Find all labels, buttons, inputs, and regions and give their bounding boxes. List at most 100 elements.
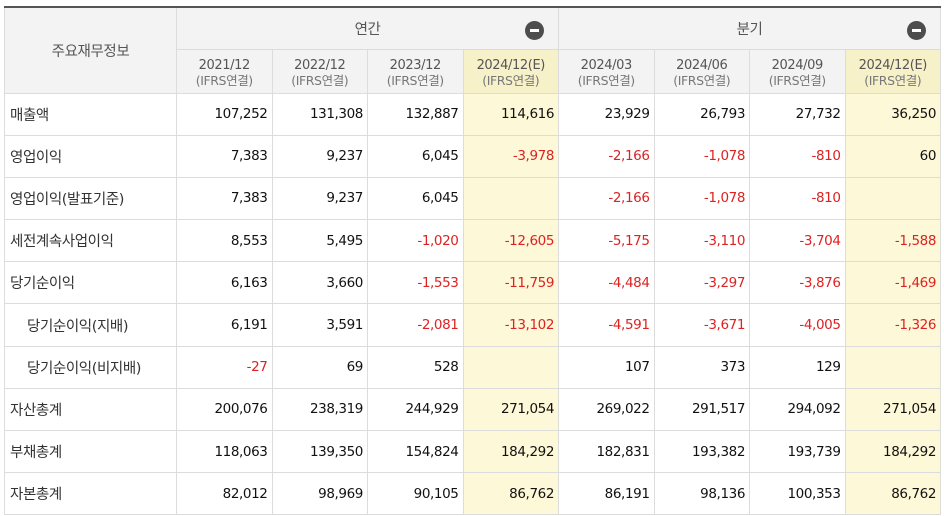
period-type: (IFRS연결) — [673, 72, 731, 88]
row-label: 영업이익(발표기준) — [4, 176, 177, 221]
table-cell: -1,078 — [653, 134, 751, 178]
table-cell: 82,012 — [176, 472, 273, 516]
row-label: 당기순이익(비지배) — [4, 345, 177, 389]
table-cell: 86,762 — [462, 472, 560, 516]
table-cell: 6,191 — [176, 303, 273, 347]
annual-group-header: 연간 — [175, 6, 560, 50]
table-row: 당기순이익 6,163 3,660 -1,553 -11,759 -4,484 -3,297… — [4, 261, 942, 305]
table-cell: 60 — [844, 134, 942, 178]
table-cell: 6,163 — [176, 261, 273, 305]
table-cell: 238,319 — [271, 387, 368, 432]
period-date: 2024/12(E) — [858, 57, 928, 73]
table-cell: 86,191 — [558, 472, 655, 516]
table-cell: -3,978 — [462, 134, 560, 178]
table-cell: 131,308 — [271, 92, 368, 136]
table-cell: 3,591 — [271, 303, 368, 347]
table-cell — [462, 345, 560, 389]
table-cell: 132,887 — [367, 92, 464, 136]
table-cell: 200,076 — [176, 387, 273, 432]
table-row: 영업이익 7,383 9,237 6,045 -3,978 -2,166 -1,078 -81… — [4, 134, 942, 178]
row-label: 세전계속사업이익 — [4, 219, 177, 263]
period-header: 2024/03 (IFRS연결) — [558, 48, 655, 94]
table-cell: -3,110 — [653, 219, 751, 263]
table-cell: -4,591 — [558, 303, 655, 347]
table-cell: 7,383 — [176, 134, 273, 178]
table-cell: 182,831 — [558, 429, 655, 474]
row-label: 자산총계 — [4, 387, 177, 432]
period-header: 2024/06 (IFRS연결) — [653, 48, 751, 94]
table-cell — [462, 176, 560, 221]
table-cell: -1,469 — [844, 261, 942, 305]
table-cell: 139,350 — [271, 429, 368, 474]
period-type: (IFRS연결) — [386, 72, 444, 88]
annual-title: 연간 — [354, 21, 381, 38]
table-cell: -27 — [176, 345, 273, 389]
annual-collapse-toggle[interactable] — [525, 21, 545, 40]
period-header: 2021/12 (IFRS연결) — [176, 48, 273, 94]
table-row: 당기순이익(비지배) -27 69 528 107 373 129 — [4, 345, 942, 389]
period-type: (IFRS연결) — [577, 72, 635, 88]
row-label: 당기순이익 — [4, 261, 177, 305]
table-cell: -2,166 — [558, 134, 655, 178]
table-cell: 23,929 — [558, 92, 655, 136]
period-type: (IFRS연결) — [291, 72, 349, 88]
table-cell: -1,326 — [844, 303, 942, 347]
row-label: 부채총계 — [4, 429, 177, 474]
table-cell: -810 — [749, 134, 846, 178]
quarter-collapse-toggle[interactable] — [907, 21, 927, 40]
table-cell: 6,045 — [367, 176, 464, 221]
table-cell: 129 — [749, 345, 846, 389]
table-cell: 184,292 — [462, 429, 560, 474]
table-row: 자산총계 200,076 238,319 244,929 271,054 269,022 2… — [4, 387, 942, 432]
table-cell: 193,739 — [749, 429, 846, 474]
table-cell: 114,616 — [462, 92, 560, 136]
table-cell: -1,078 — [653, 176, 751, 221]
table-cell: 98,136 — [653, 472, 751, 516]
table-cell: 528 — [367, 345, 464, 389]
table-row: 부채총계 118,063 139,350 154,824 184,292 182,831 1… — [4, 429, 942, 474]
table-cell: 86,762 — [844, 472, 942, 516]
table-cell: -3,704 — [749, 219, 846, 263]
table-cell — [844, 176, 942, 221]
period-date: 2024/09 — [771, 57, 824, 73]
period-type: (IFRS연결) — [864, 72, 922, 88]
table-cell: -11,759 — [462, 261, 560, 305]
table-cell: 107 — [558, 345, 655, 389]
table-cell: 107,252 — [176, 92, 273, 136]
period-header: 2024/12(E) (IFRS연결) — [462, 48, 560, 94]
table-cell: -1,020 — [367, 219, 464, 263]
table-row: 당기순이익(지배) 6,191 3,591 -2,081 -13,102 -4,591 -3… — [4, 303, 942, 347]
table-cell: -4,005 — [749, 303, 846, 347]
table-cell — [844, 345, 942, 389]
period-date: 2021/12 — [198, 57, 251, 73]
period-type: (IFRS연결) — [195, 72, 253, 88]
table-cell: 269,022 — [558, 387, 655, 432]
table-cell: 271,054 — [844, 387, 942, 432]
table-cell: 90,105 — [367, 472, 464, 516]
period-date: 2024/12(E) — [476, 57, 546, 73]
period-date: 2024/06 — [676, 57, 728, 73]
table-row: 세전계속사업이익 8,553 5,495 -1,020 -12,605 -5,175 -3,… — [4, 219, 942, 263]
financial-summary-table: 주요재무정보 연간 분기 2021/12 (IFRS연결) 2022/12 (IFRS… — [4, 6, 942, 516]
table-cell: 27,732 — [749, 92, 846, 136]
table-cell: -2,166 — [558, 176, 655, 221]
period-date: 2022/12 — [294, 57, 346, 73]
row-label: 매출액 — [4, 92, 177, 136]
period-header: 2024/12(E) (IFRS연결) — [844, 48, 942, 94]
period-header: 2024/09 (IFRS연결) — [749, 48, 846, 94]
period-type: (IFRS연결) — [768, 72, 826, 88]
table-cell: 69 — [271, 345, 368, 389]
table-cell: -1,588 — [844, 219, 942, 263]
table-cell: 9,237 — [271, 176, 368, 221]
period-header: 2023/12 (IFRS연결) — [367, 48, 464, 94]
row-header-title: 주요재무정보 — [4, 6, 177, 94]
period-type: (IFRS연결) — [482, 72, 540, 88]
table-cell: 118,063 — [176, 429, 273, 474]
period-date: 2024/03 — [580, 57, 633, 73]
table-cell: -1,553 — [367, 261, 464, 305]
table-cell: 7,383 — [176, 176, 273, 221]
table-cell: -4,484 — [558, 261, 655, 305]
table-cell: -3,876 — [749, 261, 846, 305]
table-cell: -5,175 — [558, 219, 655, 263]
quarter-group-header: 분기 — [558, 6, 942, 50]
